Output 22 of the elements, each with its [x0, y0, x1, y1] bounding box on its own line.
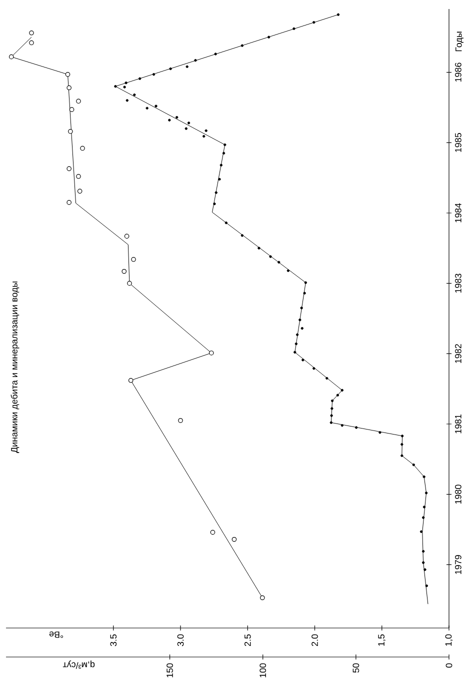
y-tick-label: 1980: [455, 484, 462, 504]
y-tick-label: 1986: [455, 62, 462, 82]
y-tick-label: 1983: [455, 274, 462, 293]
y-axis-title: Годы: [456, 32, 464, 52]
x-tick-label: 100: [260, 663, 266, 678]
x-tick-label: 0: [446, 663, 452, 668]
y-tick-label: 1979: [455, 555, 462, 574]
x2-tick-label: 3.0: [177, 634, 184, 646]
y-tick-label: 1981: [455, 414, 462, 434]
x-axis-title: q,м³/сут: [62, 660, 95, 669]
x2-tick-label: 1,5: [378, 634, 386, 646]
x2-tick-label: 2.0: [312, 634, 318, 646]
text: Динамики дебита и минерализации воды: [10, 282, 20, 453]
y-tick-label: 1984: [455, 203, 462, 222]
x2-tick-label: 1,0: [445, 634, 453, 646]
x-tick-label: 50: [352, 663, 360, 673]
y-tick-label: 1982: [455, 344, 462, 363]
x2-tick-label: 2.5: [244, 634, 251, 646]
x-tick-label: 150: [166, 663, 173, 678]
x2-tick-label: 3.5: [110, 634, 117, 646]
y-tick-label: 1985: [455, 133, 462, 152]
x2-axis-title: °Be: [49, 632, 64, 638]
